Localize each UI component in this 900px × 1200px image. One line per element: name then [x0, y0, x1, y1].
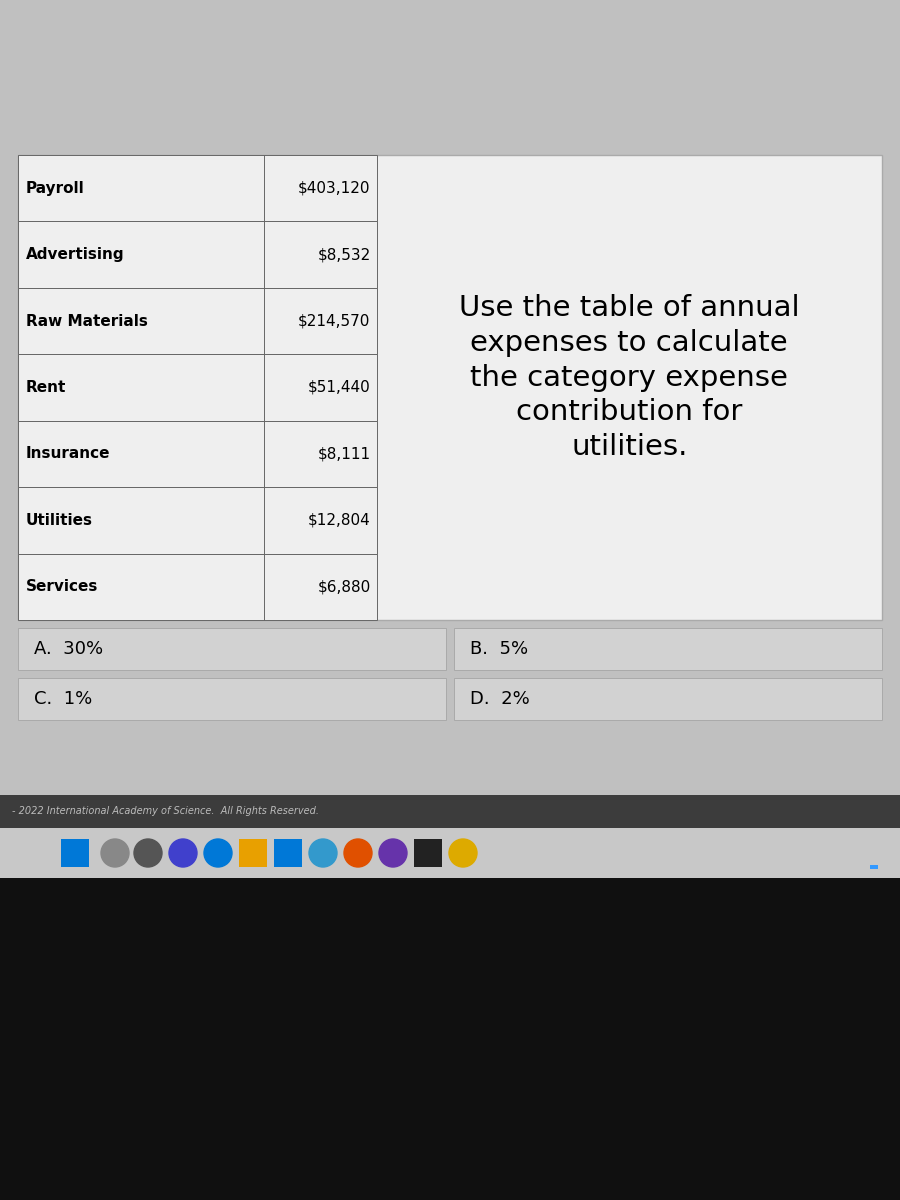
- Text: C.  1%: C. 1%: [34, 690, 92, 708]
- Text: $8,111: $8,111: [318, 446, 371, 462]
- Bar: [18, 155, 376, 222]
- Bar: [18, 678, 446, 720]
- Text: Utilities: Utilities: [26, 512, 93, 528]
- Bar: [870, 865, 878, 869]
- Text: A.  30%: A. 30%: [34, 640, 104, 658]
- Text: $214,570: $214,570: [298, 313, 371, 329]
- Bar: [0, 794, 900, 828]
- Circle shape: [309, 839, 337, 866]
- Text: - 2022 International Academy of Science.  All Rights Reserved.: - 2022 International Academy of Science.…: [12, 806, 319, 816]
- Circle shape: [204, 839, 232, 866]
- Text: B.  5%: B. 5%: [470, 640, 528, 658]
- Text: Payroll: Payroll: [26, 181, 85, 196]
- Bar: [414, 839, 442, 866]
- Text: Rent: Rent: [26, 380, 67, 395]
- Bar: [454, 628, 882, 670]
- Text: $8,532: $8,532: [318, 247, 371, 262]
- Circle shape: [379, 839, 407, 866]
- Circle shape: [344, 839, 372, 866]
- Bar: [0, 828, 900, 878]
- Text: Raw Materials: Raw Materials: [26, 313, 148, 329]
- Bar: [274, 839, 302, 866]
- Bar: [18, 222, 376, 288]
- Text: $51,440: $51,440: [308, 380, 371, 395]
- Bar: [0, 878, 900, 1200]
- Text: Advertising: Advertising: [26, 247, 124, 262]
- Bar: [18, 421, 376, 487]
- Text: $6,880: $6,880: [318, 580, 371, 594]
- Text: Use the table of annual
expenses to calculate
the category expense
contribution : Use the table of annual expenses to calc…: [459, 294, 799, 461]
- Text: $403,120: $403,120: [298, 181, 371, 196]
- Bar: [18, 288, 376, 354]
- Bar: [61, 839, 89, 866]
- Text: Insurance: Insurance: [26, 446, 111, 462]
- Circle shape: [449, 839, 477, 866]
- Bar: [454, 678, 882, 720]
- Bar: [18, 553, 376, 620]
- Bar: [239, 839, 267, 866]
- Text: D.  2%: D. 2%: [470, 690, 530, 708]
- Text: Services: Services: [26, 580, 98, 594]
- Bar: [18, 354, 376, 421]
- Circle shape: [169, 839, 197, 866]
- Bar: [0, 0, 900, 794]
- Bar: [18, 487, 376, 553]
- Text: $12,804: $12,804: [308, 512, 371, 528]
- Circle shape: [134, 839, 162, 866]
- Circle shape: [101, 839, 129, 866]
- Bar: [18, 628, 446, 670]
- Bar: [18, 155, 882, 620]
